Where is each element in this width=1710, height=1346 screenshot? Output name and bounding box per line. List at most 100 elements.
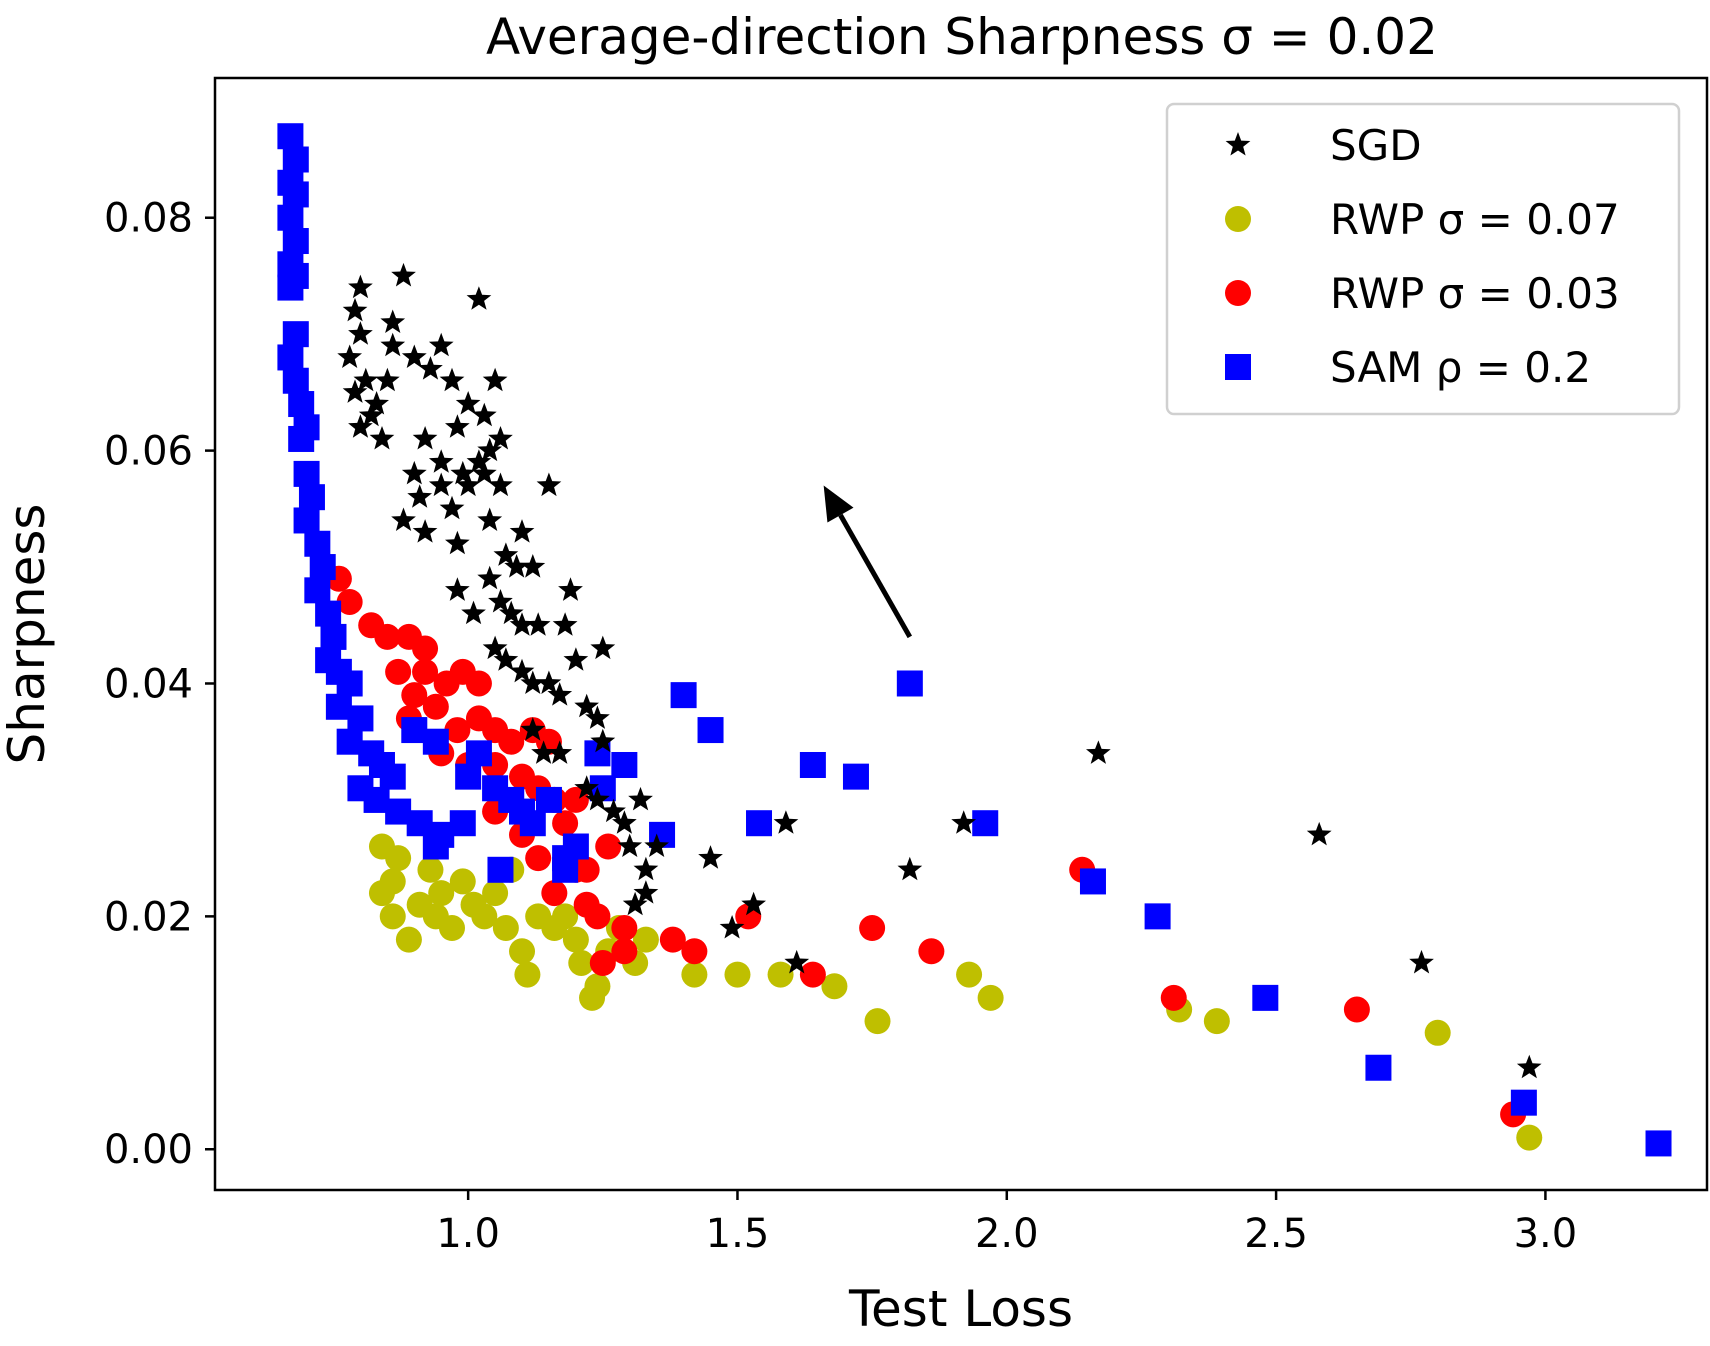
data-point-rwp (552, 903, 579, 930)
data-point-sam (562, 833, 589, 860)
data-point-sgd (391, 507, 416, 531)
x-axis-label: Test Loss (848, 1280, 1073, 1338)
data-point-sgd (477, 507, 503, 531)
data-point-sgd (1306, 821, 1332, 846)
data-point-sam (277, 123, 304, 150)
data-point-sgd (488, 426, 513, 450)
data-point-rwp (514, 961, 541, 988)
y-tick-label: 0.04 (104, 661, 193, 707)
data-point-sgd (622, 891, 648, 916)
data-point-sgd (509, 612, 535, 636)
data-point-sgd (531, 740, 556, 764)
data-point-rwp (956, 961, 983, 988)
data-point-sam (320, 623, 347, 650)
data-point-sam (519, 810, 546, 837)
data-point-sam (277, 204, 304, 231)
data-point-sgd (951, 810, 977, 834)
data-points-layer (277, 123, 1672, 1157)
data-point-sgd (628, 786, 653, 811)
data-point-sam (972, 810, 999, 837)
x-axis-ticks: 1.0 1.5 2.0 2.5 3.0 (436, 1190, 1577, 1257)
data-point-sam (611, 751, 638, 778)
data-point-sgd (488, 472, 513, 497)
data-point-sgd (445, 414, 470, 438)
data-point-rwp (385, 658, 412, 685)
data-point-sam (282, 367, 309, 394)
data-point-sam (449, 810, 476, 837)
data-point-rwp (584, 903, 611, 930)
data-point-sgd (520, 717, 546, 741)
data-point-sam (293, 507, 320, 534)
data-point-sam (293, 460, 320, 487)
data-point-rwp (465, 670, 492, 697)
data-point-sgd (482, 635, 508, 660)
data-point-sam (347, 705, 374, 732)
arrow-shaft (838, 513, 913, 639)
data-point-sgd (455, 391, 481, 415)
legend-marker-rwp (1225, 280, 1251, 306)
data-point-sgd (601, 798, 626, 823)
data-point-rwp (573, 856, 600, 883)
data-point-sgd (563, 647, 589, 671)
data-point-sgd (428, 449, 454, 473)
data-point-sgd (380, 309, 406, 333)
data-point-sgd (412, 426, 438, 450)
data-point-sam (277, 274, 304, 301)
data-point-sgd (612, 810, 637, 834)
data-point-sgd (536, 670, 562, 694)
data-point-sgd (509, 519, 535, 543)
data-point-sam (455, 763, 482, 790)
series-sgd-0 (337, 262, 1542, 1079)
legend-marker-sam (1225, 354, 1251, 380)
legend-label: SAM ρ = 0.2 (1330, 343, 1591, 392)
data-point-sgd (525, 612, 551, 636)
data-point-rwp (562, 926, 589, 953)
data-point-sgd (1516, 1054, 1542, 1079)
data-point-sgd (477, 565, 503, 590)
plot-area-frame (213, 76, 1709, 1192)
data-point-sgd (520, 670, 546, 694)
data-point-sgd (401, 344, 427, 368)
legend-items: SGD RWP σ = 0.07 RWP σ = 0.03 SAM ρ = 0.2 (1225, 121, 1620, 392)
data-point-rwp (864, 1008, 891, 1035)
data-point-sgd (380, 332, 406, 357)
data-point-sam (1510, 1089, 1537, 1116)
data-point-rwp (368, 880, 395, 907)
data-point-sgd (488, 589, 513, 613)
data-point-sam (1645, 1130, 1672, 1157)
chart-title: Average-direction Sharpness σ = 0.02 (486, 8, 1438, 66)
data-point-sgd (698, 845, 723, 869)
x-tick-label: 2.5 (1244, 1211, 1308, 1257)
data-point-sgd (466, 449, 492, 473)
data-point-sgd (337, 344, 362, 368)
data-point-sgd (574, 693, 599, 718)
data-point-rwp (498, 728, 525, 755)
data-point-sgd (784, 949, 810, 974)
data-point-sam (746, 810, 773, 837)
data-point-rwp (374, 623, 401, 650)
data-point-rwp (401, 682, 428, 709)
legend-marker-rwp (1225, 206, 1251, 232)
data-point-rwp (1516, 1124, 1543, 1151)
data-point-sgd (364, 391, 389, 415)
data-point-sgd (633, 856, 659, 881)
data-point-sgd (472, 402, 497, 427)
data-point-sam (288, 391, 315, 418)
data-point-rwp (1424, 1019, 1451, 1046)
data-point-sam (282, 321, 309, 348)
data-point-rwp (1160, 984, 1187, 1011)
data-point-sgd (348, 274, 373, 299)
data-point-sgd (536, 472, 562, 497)
data-point-sam (315, 600, 342, 627)
data-point-sgd (358, 402, 384, 427)
data-point-sgd (401, 460, 427, 485)
data-point-rwp (379, 903, 406, 930)
legend-label: SGD (1330, 121, 1422, 170)
data-point-sgd (504, 554, 529, 578)
data-point-rwp (1203, 1008, 1230, 1035)
y-tick-label: 0.08 (104, 196, 193, 242)
data-point-sgd (498, 600, 524, 625)
data-point-sam (1144, 903, 1171, 930)
data-point-sgd (348, 321, 373, 345)
data-point-rwp (541, 880, 568, 907)
